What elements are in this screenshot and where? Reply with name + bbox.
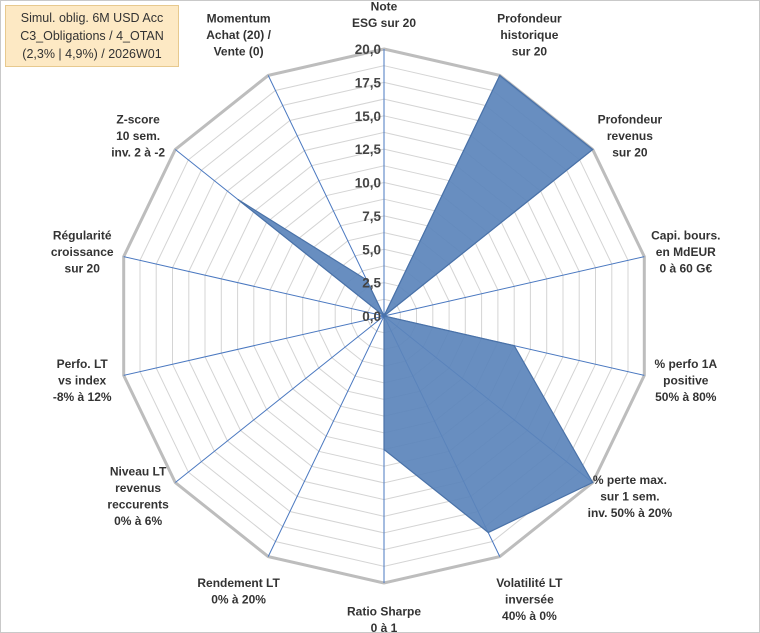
axis-label-line: sur 20 <box>65 261 101 275</box>
axis-label-line: Vente (0) <box>214 45 264 59</box>
axis-label-line: Niveau LT <box>110 465 167 479</box>
chart-title-line: (2,3% | 4,9%) / 2026W01 <box>22 47 162 61</box>
axis-label-line: Note <box>371 0 398 14</box>
axis-label-line: sur 1 sem. <box>600 489 659 503</box>
radial-tick-label: 17,5 <box>355 75 382 90</box>
axis-label-line: 40% à 0% <box>502 609 557 623</box>
axis-label-line: Ratio Sharpe <box>347 605 421 619</box>
chart-title-box: Simul. oblig. 6M USD Acc C3_Obligations … <box>5 5 179 67</box>
axis-label: Z-score 10 sem. inv. 2 à -2 <box>111 113 165 160</box>
axis-label-line: Profondeur <box>497 12 562 26</box>
axis-label-line: inv. 2 à -2 <box>111 146 165 160</box>
axis-label: Profondeur revenus sur 20 <box>598 113 663 160</box>
axis-label-line: Profondeur <box>598 113 663 127</box>
radar-data-point <box>499 74 501 76</box>
radial-tick-label: 0,0 <box>362 309 381 324</box>
axis-label: % perfo 1A positive 50% à 80% <box>654 357 717 404</box>
axis-label-line: Capi. bours. <box>651 228 720 242</box>
axis-label: Note ESG sur 20 <box>352 0 416 30</box>
radial-tick-label: 20,0 <box>355 42 381 57</box>
radar-data-point <box>237 199 239 200</box>
axis-label-line: Momentum <box>207 12 271 26</box>
radial-tick-label: 15,0 <box>355 109 381 124</box>
radar-series <box>237 74 594 534</box>
radar-spoke <box>267 315 385 557</box>
axis-label: % perte max. sur 1 sem. inv. 50% à 20% <box>588 473 673 520</box>
radar-data-point <box>513 345 515 347</box>
radar-spoke <box>174 315 385 483</box>
axis-labels: Note ESG sur 20 Profondeur historique sur 20… <box>51 0 721 633</box>
chart-title-line: Simul. oblig. 6M USD Acc <box>20 11 164 25</box>
axis-label-line: reccurents <box>107 498 169 512</box>
radar-spoke <box>123 315 385 376</box>
axis-label-line: Régularité <box>53 228 112 242</box>
radial-tick-label: 12,5 <box>355 142 382 157</box>
axis-label-line: 0 à 1 <box>371 621 398 633</box>
axis-label-line: 10 sem. <box>116 129 160 143</box>
axis-label-line: sur 20 <box>512 45 548 59</box>
axis-label-line: Achat (20) / <box>206 28 271 42</box>
axis-label-line: positive <box>663 374 709 388</box>
radar-spoke <box>123 256 385 317</box>
radial-tick-labels: 0,0 2,5 5,0 7,5 10,0 12,5 15,0 17,5 20,0 <box>355 42 382 324</box>
axis-label-line: Volatilité LT <box>496 576 563 590</box>
radar-data-point <box>366 279 368 281</box>
axis-label-line: ESG sur 20 <box>352 16 416 30</box>
radar-data-point <box>592 149 594 150</box>
axis-label-line: 0% à 6% <box>114 514 162 528</box>
radial-tick-label: 10,0 <box>355 176 381 191</box>
axis-label: Profondeur historique sur 20 <box>497 12 562 59</box>
axis-label-line: vs index <box>58 374 106 388</box>
axis-label: Perfo. LT vs index -8% à 12% <box>53 357 112 404</box>
axis-label-line: revenus <box>115 481 161 495</box>
axis-label-line: Z-score <box>116 113 160 127</box>
radar-data-point <box>487 532 489 533</box>
axis-label-line: croissance <box>51 245 114 259</box>
axis-label-line: % perte max. <box>593 473 667 487</box>
radial-tick-label: 7,5 <box>362 209 381 224</box>
chart-title-line: C3_Obligations / 4_OTAN <box>20 29 164 43</box>
radar-spoke <box>383 256 645 317</box>
radar-series-area <box>237 74 594 534</box>
radial-tick-label: 5,0 <box>362 242 381 257</box>
axis-label-line: sur 20 <box>612 146 648 160</box>
axis-label-line: 0 à 60 G€ <box>659 261 712 275</box>
radial-tick-label: 2,5 <box>362 276 381 291</box>
axis-label-line: historique <box>500 28 558 42</box>
axis-label-line: -8% à 12% <box>53 390 112 404</box>
axis-label: Niveau LT revenus reccurents 0% à 6% <box>107 465 169 529</box>
axis-label-line: inv. 50% à 20% <box>588 506 673 520</box>
axis-label-line: 50% à 80% <box>655 390 717 404</box>
axis-label-line: Perfo. LT <box>57 357 109 371</box>
axis-label: Volatilité LT inversée 40% à 0% <box>496 576 563 623</box>
axis-label-line: en MdEUR <box>656 245 716 259</box>
axis-label: Capi. bours. en MdEUR 0 à 60 G€ <box>651 228 720 275</box>
axis-label: Ratio Sharpe 0 à 1 <box>347 605 421 633</box>
axis-label-line: 0% à 20% <box>211 592 266 606</box>
axis-label: Régularité croissance sur 20 <box>51 228 114 275</box>
axis-label: Momentum Achat (20) / Vente (0) <box>206 12 271 59</box>
radar-data-point <box>383 449 385 450</box>
axis-label-line: Rendement LT <box>197 576 280 590</box>
radar-data-point <box>592 482 594 483</box>
axis-label: Rendement LT 0% à 20% <box>197 576 280 607</box>
axis-label-line: % perfo 1A <box>654 357 717 371</box>
radar-data-point <box>383 315 385 317</box>
radar-spoke <box>267 75 385 317</box>
axis-label-line: inversée <box>505 592 554 606</box>
axis-label-line: revenus <box>607 129 653 143</box>
